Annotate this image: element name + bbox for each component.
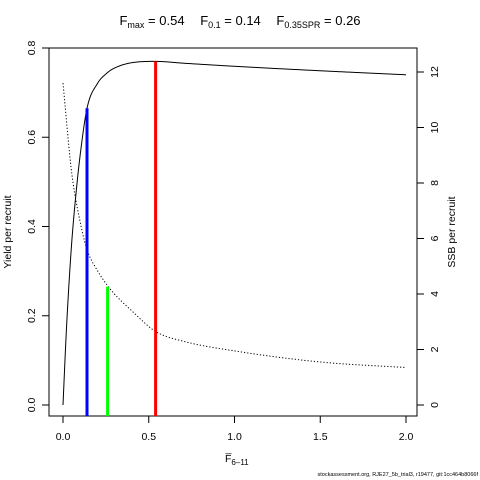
f01-annotation: F0.1 = 0.14	[200, 13, 261, 30]
y-left-axis-label: Yield per recruit	[2, 195, 14, 268]
y-left-tick-label: 0.6	[26, 130, 38, 145]
x-tick-label: 0.0	[56, 431, 71, 443]
y-right-tick-label: 10	[429, 122, 441, 134]
footer-source: stockassessment.org, RJE27_5b_trial3, r1…	[317, 472, 478, 478]
x-axis-label: F̅6–11	[224, 453, 249, 467]
y-right-tick-label: 4	[429, 291, 441, 297]
y-right-axis-label: SSB per recruit	[446, 196, 458, 267]
fmax-annotation: Fmax = 0.54	[119, 13, 185, 30]
chart-title: Fmax = 0.54 F0.1 = 0.14 F0.35SPR = 0.26	[0, 13, 480, 30]
y-right-tick-label: 0	[429, 402, 441, 408]
y-right-tick-label: 12	[429, 66, 441, 78]
plot-frame	[48, 47, 418, 417]
ssb-per-recruit-curve	[62, 83, 407, 369]
y-right-tick-label: 2	[429, 346, 441, 352]
y-right-tick-label: 6	[429, 235, 441, 241]
x-tick-label: 0.5	[141, 431, 156, 443]
fspr-annotation: F0.35SPR = 0.26	[276, 13, 361, 30]
x-tick-label: 1.5	[313, 431, 328, 443]
y-left-tick-label: 0.8	[26, 41, 38, 56]
y-left-tick-label: 0.0	[26, 398, 38, 413]
yield-per-recruit-curve	[62, 60, 407, 406]
y-left-tick-label: 0.4	[26, 219, 38, 234]
y-left-tick-label: 0.2	[26, 308, 38, 323]
y-right-tick-label: 8	[429, 180, 441, 186]
x-tick-label: 1.0	[227, 431, 242, 443]
x-tick-label: 2.0	[399, 431, 414, 443]
